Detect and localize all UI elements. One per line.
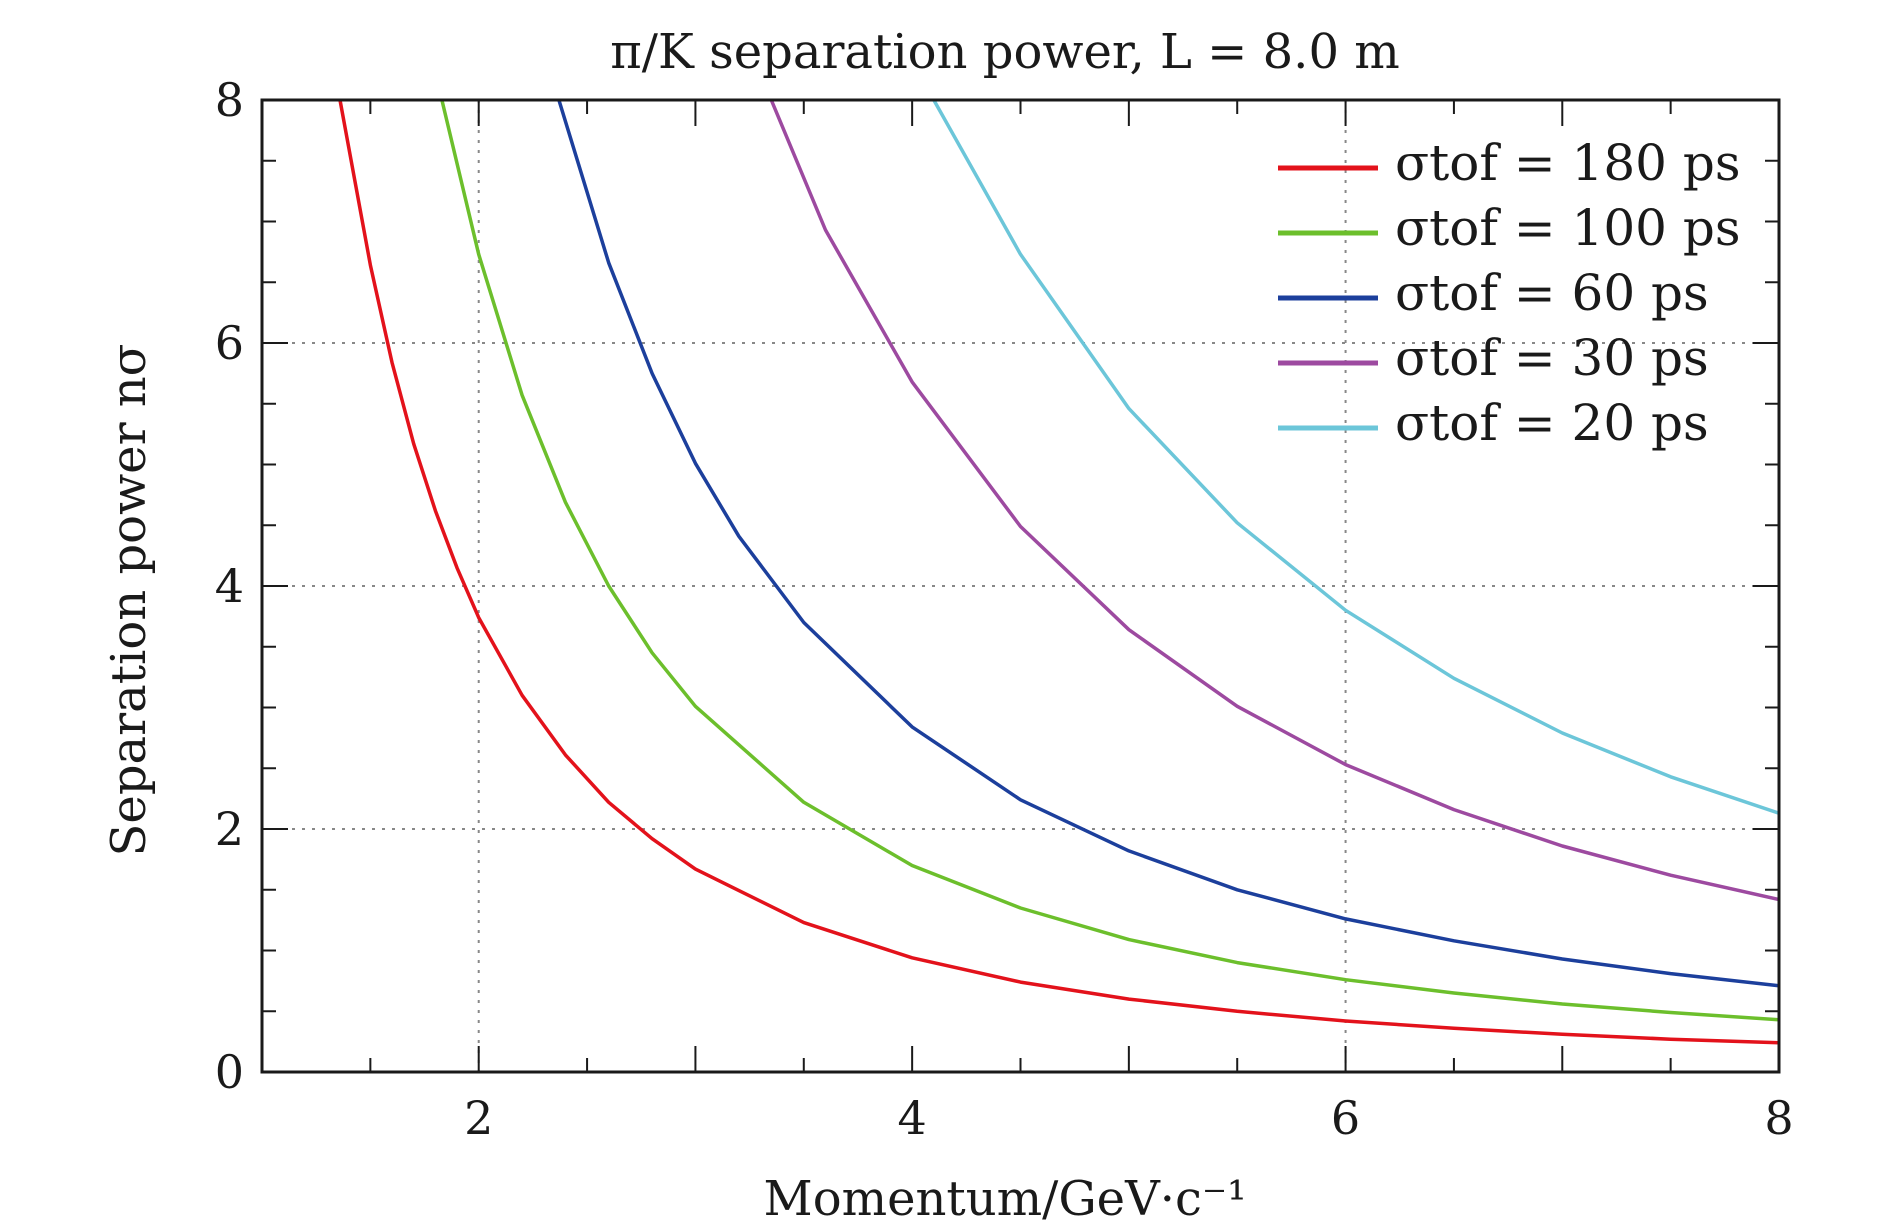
legend-label-20ps: σtof = 20 ps [1395,394,1709,452]
legend-label-180ps: σtof = 180 ps [1395,134,1741,192]
x-tick-label: 4 [898,1091,927,1145]
series-line-30ps [769,99,1780,902]
x-axis-title: Momentum/GeV·c⁻¹ [764,1171,1247,1227]
plot-frame [260,98,1781,1074]
y-tick-label: 4 [215,559,244,613]
x-tick-labels: 2 4 6 8 [464,1091,1794,1145]
x-tick-label: 2 [464,1091,493,1145]
legend-label-30ps: σtof = 30 ps [1395,329,1709,387]
grid [262,100,1779,1072]
y-axis-title: Separation power nσ [101,344,157,857]
y-tick-labels: 0 2 4 6 8 [215,73,244,1099]
x-tick-label: 8 [1764,1091,1793,1145]
legend-label-60ps: σtof = 60 ps [1395,264,1709,322]
axis-ticks [262,100,1779,1072]
y-tick-label: 2 [215,802,244,856]
legend-label-100ps: σtof = 100 ps [1395,199,1741,257]
series-line-100ps [440,99,1780,1022]
chart-title: π/K separation power, L = 8.0 m [610,24,1400,80]
y-tick-label: 0 [215,1045,244,1099]
x-tick-label: 6 [1331,1091,1360,1145]
legend: σtof = 180 ps σtof = 100 ps σtof = 60 ps σt… [1278,134,1741,452]
series-group [338,99,1780,1045]
series-line-20ps [932,99,1780,815]
series-line-60ps [557,99,1780,988]
y-tick-label: 8 [215,73,244,127]
y-tick-label: 6 [215,316,244,370]
series-line-180ps [338,99,1780,1045]
